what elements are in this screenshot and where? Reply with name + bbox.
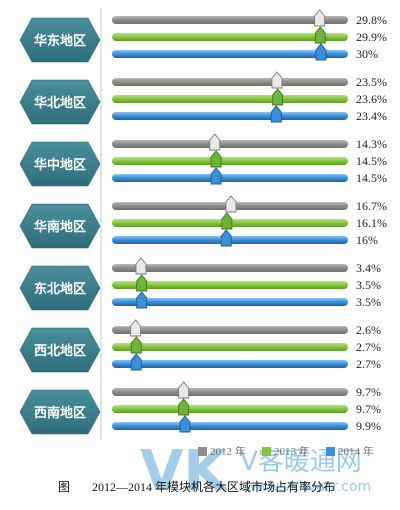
category-label: 西南地区 (34, 405, 86, 421)
bar-4-2 (112, 298, 348, 306)
value-marker-6-0 (178, 381, 190, 399)
value-marker-2-0 (209, 133, 221, 151)
category-label: 华南地区 (34, 219, 86, 235)
bar-2-1 (112, 157, 348, 165)
watermark-url: www.vkhvacr.com (245, 479, 371, 495)
bar-0-1 (112, 33, 348, 41)
data-label-6-1: 9.7% (356, 402, 381, 416)
value-marker-1-1 (272, 88, 284, 106)
bar-5-2 (112, 360, 348, 368)
value-marker-5-2 (130, 353, 142, 371)
data-label-3-2: 16% (356, 233, 378, 247)
category-tag-5 (19, 327, 101, 373)
data-label-2-1: 14.5% (356, 154, 387, 168)
bar-5-1 (112, 343, 348, 351)
value-marker-3-1 (221, 212, 233, 230)
category-label: 华东地区 (34, 33, 86, 49)
value-marker-3-0 (225, 195, 237, 213)
legend: 2012 年 2013 年 2014 年 (198, 444, 374, 458)
watermark: VK V客暖通网 www.vkhvacr.com (140, 439, 371, 504)
value-marker-6-1 (178, 398, 190, 416)
figure-label: 图 (58, 480, 71, 494)
category-tag-4 (19, 265, 101, 311)
value-marker-2-1 (210, 150, 222, 168)
value-marker-5-0 (130, 319, 142, 337)
bar-6-1 (112, 405, 348, 413)
data-label-0-2: 30% (356, 47, 378, 61)
markers (130, 9, 327, 433)
legend-entry-2: 2014 年 (338, 444, 374, 458)
value-marker-4-1 (136, 274, 148, 292)
value-marker-1-0 (271, 71, 283, 89)
bar-2-0 (112, 140, 348, 148)
legend-entry-0: 2012 年 (210, 444, 246, 458)
data-label-5-0: 2.6% (356, 323, 381, 337)
data-label-1-1: 23.6% (356, 92, 387, 106)
data-label-4-1: 3.5% (356, 278, 381, 292)
bar-2-2 (112, 174, 348, 182)
category-tag-6 (19, 389, 101, 435)
chart-title: 2012—2014 年模块机各大区域市场占有率分布 (92, 480, 336, 494)
bar-6-0 (112, 388, 348, 396)
value-marker-6-2 (179, 415, 191, 433)
data-label-3-0: 16.7% (356, 199, 387, 213)
legend-swatch-1 (262, 447, 271, 456)
value-marker-2-2 (210, 167, 222, 185)
data-label-4-2: 3.5% (356, 295, 381, 309)
bar-0-2 (112, 50, 348, 58)
value-marker-3-2 (220, 229, 232, 247)
category-tag-2 (19, 141, 101, 187)
data-label-0-0: 29.8% (356, 13, 387, 27)
legend-swatch-0 (198, 447, 207, 456)
data-label-2-0: 14.3% (356, 137, 387, 151)
value-marker-5-1 (130, 336, 142, 354)
value-marker-4-0 (135, 257, 147, 275)
value-marker-0-0 (314, 9, 326, 27)
bars (112, 16, 348, 430)
data-label-3-1: 16.1% (356, 216, 387, 230)
category-label: 东北地区 (34, 281, 86, 297)
value-marker-0-1 (314, 26, 326, 44)
bar-5-0 (112, 326, 348, 334)
legend-entry-1: 2013 年 (274, 444, 310, 458)
data-label-1-0: 23.5% (356, 75, 387, 89)
value-marker-0-2 (315, 43, 327, 61)
category-label: 华北地区 (34, 95, 86, 111)
category-tag-1 (19, 79, 101, 125)
data-label-5-2: 2.7% (356, 357, 381, 371)
bar-1-2 (112, 112, 348, 120)
data-label-4-0: 3.4% (356, 261, 381, 275)
bar-4-1 (112, 281, 348, 289)
category-label: 华中地区 (34, 157, 86, 173)
category-label: 西北地区 (34, 343, 86, 359)
data-labels: 29.8% 29.9% 30% 23.5% 23.6% 23.4% 14.3% 14.5% 14… (356, 13, 387, 433)
watermark-text: V客暖通网 (240, 447, 362, 477)
data-label-5-1: 2.7% (356, 340, 381, 354)
data-label-1-2: 23.4% (356, 109, 387, 123)
legend-swatch-2 (326, 447, 335, 456)
bar-1-1 (112, 95, 348, 103)
data-label-2-2: 14.5% (356, 171, 387, 185)
caption: 图 2012—2014 年模块机各大区域市场占有率分布 (0, 476, 400, 496)
data-label-6-2: 9.9% (356, 419, 381, 433)
bar-6-2 (112, 422, 348, 430)
watermark-logo: VK (140, 439, 229, 504)
bar-4-0 (112, 264, 348, 272)
data-label-6-0: 9.7% (356, 385, 381, 399)
category-tag-3 (19, 203, 101, 249)
bar-1-0 (112, 78, 348, 86)
value-marker-1-2 (270, 105, 282, 123)
category-tag-0 (19, 17, 101, 63)
data-label-0-1: 29.9% (356, 30, 387, 44)
bar-0-0 (112, 16, 348, 24)
value-marker-4-2 (136, 291, 148, 309)
